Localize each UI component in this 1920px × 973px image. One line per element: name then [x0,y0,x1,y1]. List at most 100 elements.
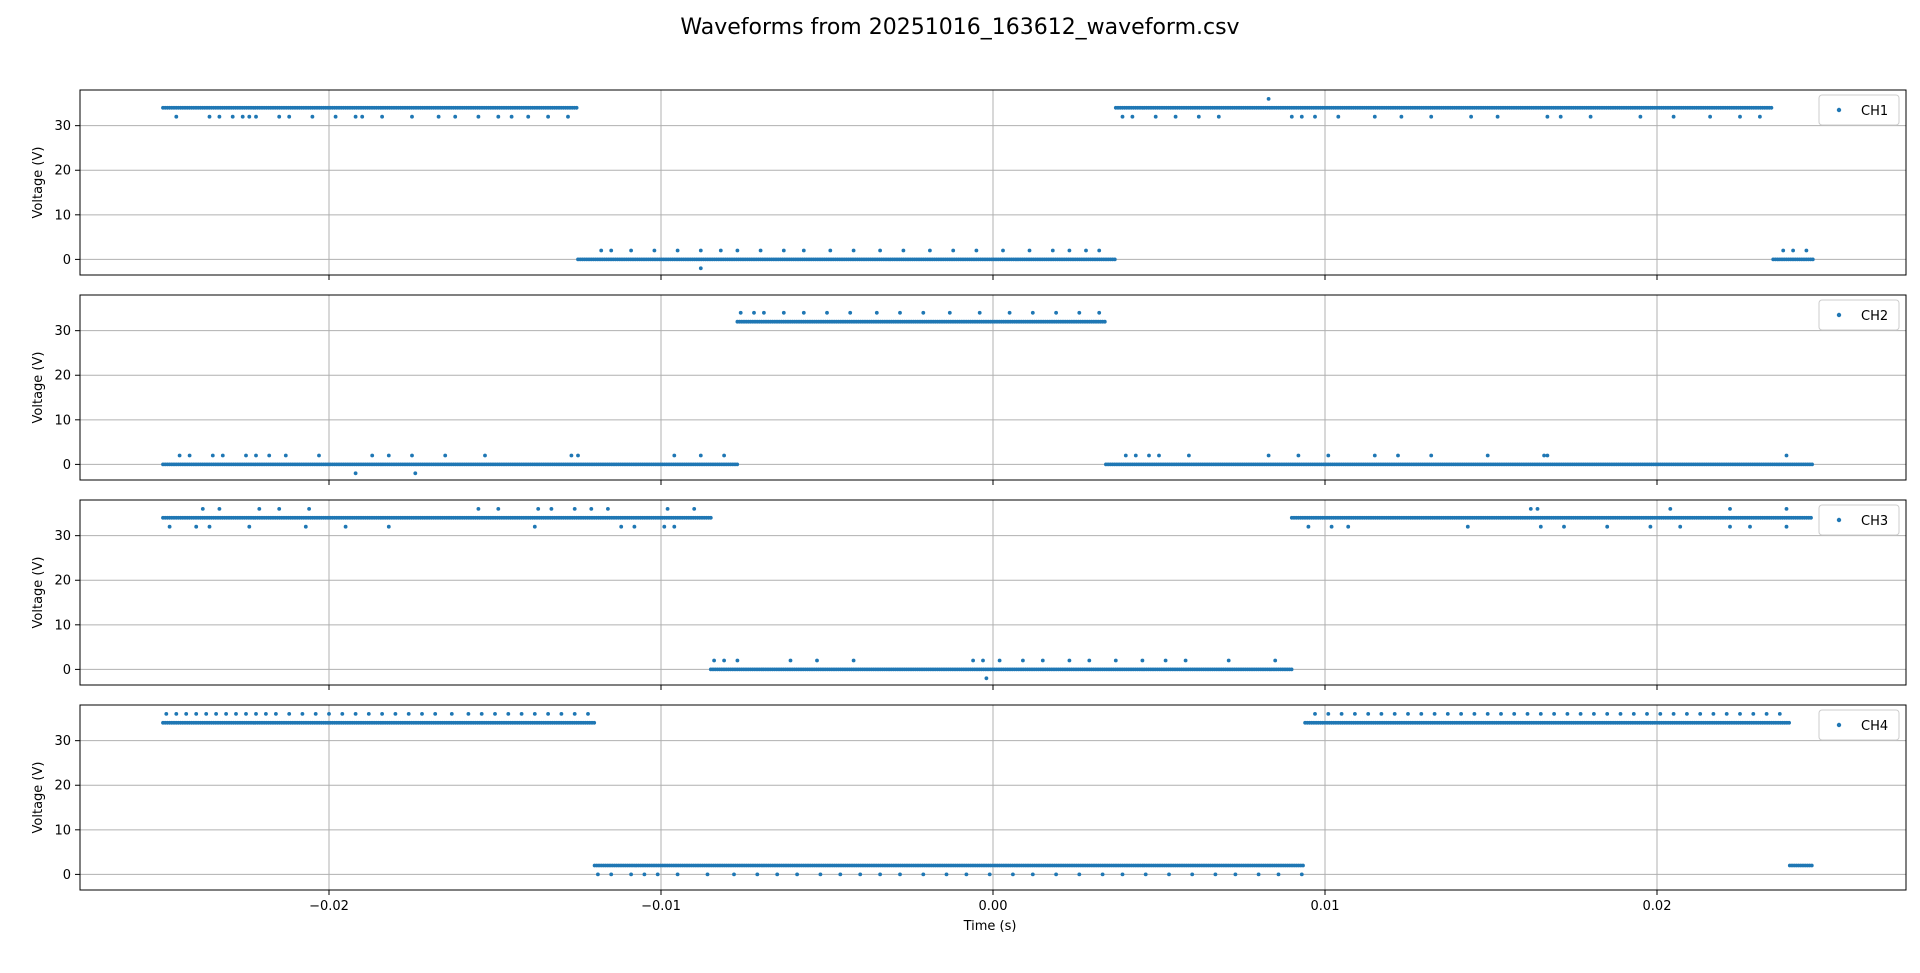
data-point [257,507,262,511]
data-point [466,712,471,716]
data-point [220,453,225,458]
data-point [1112,257,1117,262]
data-point [194,524,199,529]
data-points [161,310,1814,476]
data-point [317,453,321,458]
data-point [1645,712,1649,716]
y-axis-label: Voltage (V) [31,352,46,424]
data-point [1758,114,1762,119]
data-point [340,712,345,716]
data-point [1445,712,1450,716]
data-point [200,507,205,511]
data-point [1276,872,1281,877]
data-point [1495,114,1500,119]
subplot-1: 0 10 20 30 Voltage (V) CH1 [31,89,1907,280]
legend-box [1818,709,1900,741]
data-point [287,114,292,119]
data-point [977,310,982,315]
data-point [1638,114,1643,119]
data-point [307,507,311,511]
data-point [406,712,411,716]
data-point [1097,248,1102,253]
data-point [546,712,550,716]
data-point [1485,453,1490,458]
data-point [1301,863,1305,868]
legend-box [1818,299,1900,331]
data-point [277,507,282,511]
data-point [1077,310,1082,315]
data-point [559,712,564,716]
y-tick-label: 30 [54,529,71,544]
data-point [838,872,843,877]
data-point [1724,712,1729,716]
data-point [230,114,235,119]
data-point [1545,114,1550,119]
data-point [1512,712,1517,716]
data-point [1678,524,1683,529]
data-point [1030,310,1035,315]
data-point [1809,863,1814,868]
data-point [1040,658,1045,663]
data-point [1213,872,1218,877]
legend: CH4 [1818,709,1900,741]
subplot-4: −0.02 −0.01 0.00 0.01 0.02 0 10 20 30 Voltage (V)… [31,704,1907,914]
data-point [310,114,315,119]
data-point [984,676,989,681]
data-point [300,712,305,716]
data-point [267,453,272,458]
data-point [1671,114,1676,119]
y-tick-label: 30 [54,119,71,134]
data-point [532,524,537,529]
data-point [234,712,238,716]
data-point [589,507,594,511]
data-point [549,507,554,511]
data-point [1183,658,1188,663]
data-point [788,658,793,663]
data-point [1432,712,1437,716]
data-point [177,453,182,458]
data-point [1027,248,1032,253]
y-tick-label: 0 [63,868,71,883]
data-point [1769,105,1774,110]
data-point [1459,712,1463,716]
data-point [1273,658,1278,663]
data-point [546,114,550,119]
data-point [224,712,229,716]
data-point [1810,257,1815,262]
data-point [825,310,829,315]
data-point [343,524,348,529]
data-point [1605,524,1610,529]
data-point [1578,712,1583,716]
legend: CH1 [1818,94,1900,126]
data-point [420,712,424,716]
x-axis-label: Time (s) [963,919,1017,934]
data-point [479,712,484,716]
data-point [264,712,268,716]
data-point [738,310,743,315]
legend-marker [1836,722,1842,728]
data-point [1728,524,1732,529]
data-point [974,248,979,253]
data-point [851,658,856,663]
legend-marker [1836,517,1842,523]
data-point [333,114,338,119]
data-point [1810,462,1814,467]
data-point [247,524,252,529]
x-tick-label: 0.00 [979,899,1008,914]
data-point [1266,453,1271,458]
data-point [775,872,780,877]
data-point [708,515,713,520]
y-tick-label: 0 [63,663,71,678]
data-point [718,248,723,253]
data-point [1366,712,1371,716]
data-point [609,872,614,877]
data-point [698,266,703,271]
data-point [878,248,882,253]
data-point [1336,114,1341,119]
data-point [433,712,438,716]
data-point [762,310,766,315]
data-point [1123,453,1128,458]
data-point [964,872,969,877]
data-point [1784,524,1789,529]
data-point [712,658,716,663]
